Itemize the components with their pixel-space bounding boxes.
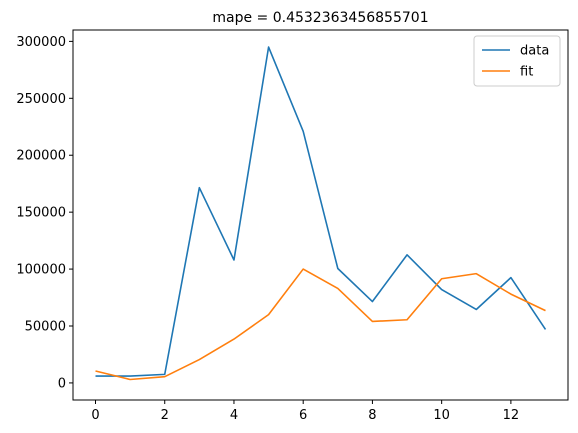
y-axis: 0 50000 100000 150000 200000 250000 300000 xyxy=(16,35,73,391)
plot-frame xyxy=(72,29,569,401)
y-tick-label: 250000 xyxy=(16,92,66,107)
legend-label-fit: fit xyxy=(520,65,533,80)
y-tick-label: 50000 xyxy=(25,320,66,335)
chart-title: mape = 0.4532363456855701 xyxy=(212,10,428,26)
y-tick-label: 0 xyxy=(58,376,66,391)
y-tick-label: 300000 xyxy=(16,35,66,50)
series-line-data xyxy=(95,46,547,377)
legend-label-data: data xyxy=(520,44,549,59)
legend: data fit xyxy=(473,35,561,87)
x-tick-label: 4 xyxy=(230,408,238,423)
x-axis: 0 2 4 6 8 10 12 xyxy=(91,400,519,423)
y-tick-label: 200000 xyxy=(16,149,66,164)
x-tick-label: 10 xyxy=(433,408,450,423)
series-layer xyxy=(95,46,547,381)
x-tick-label: 0 xyxy=(91,408,99,423)
legend-box xyxy=(473,35,561,87)
x-tick-label: 12 xyxy=(503,408,520,423)
x-tick-label: 2 xyxy=(161,408,169,423)
series-line-fit xyxy=(95,268,546,381)
x-tick-label: 6 xyxy=(299,408,307,423)
y-tick-label: 150000 xyxy=(16,206,66,221)
y-tick-label: 100000 xyxy=(16,263,66,278)
x-tick-label: 8 xyxy=(368,408,376,423)
